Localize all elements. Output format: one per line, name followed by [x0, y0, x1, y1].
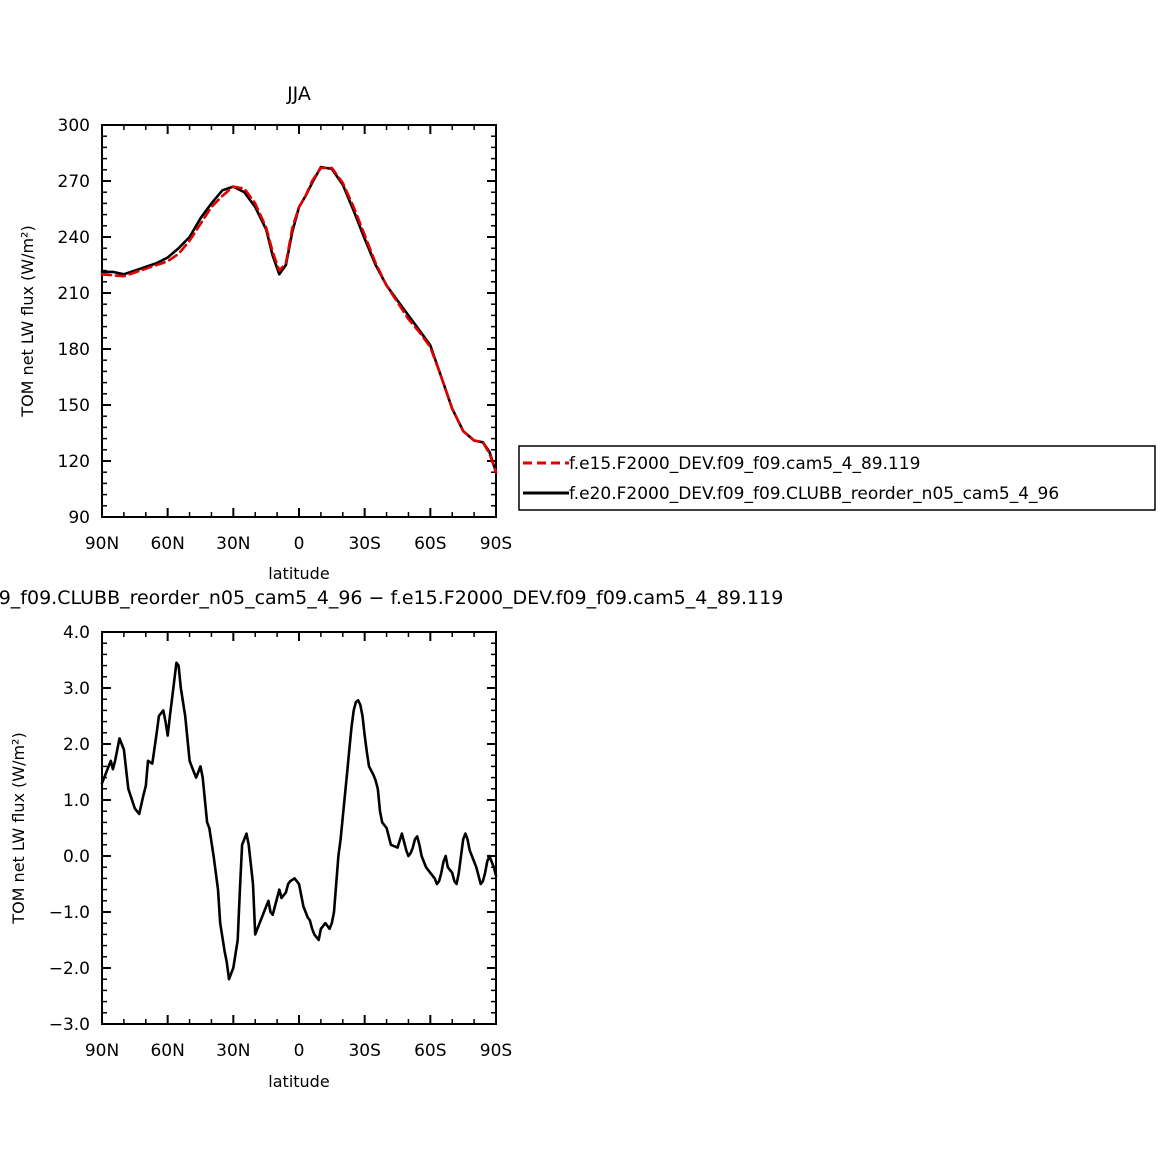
top-chart-ylabel: TOM net LW flux (W/m²): [18, 225, 37, 417]
top-chart-plot-frame: [101, 124, 497, 518]
top-xtick-label: 60S: [414, 534, 446, 554]
bottom-ytick-label: −3.0: [49, 1015, 90, 1035]
legend-label-series-1: f.e15.F2000_DEV.f09_f09.cam5_4_89.119: [569, 454, 920, 474]
chart-legend: f.e15.F2000_DEV.f09_f09.cam5_4_89.119 f.…: [518, 445, 1156, 511]
bottom-chart-ylabel: TOM net LW flux (W/m²): [9, 732, 28, 924]
top-series-line-1: [100, 166, 498, 474]
bottom-chart-title: f.e20.F2000_DEV.f09_f09.CLUBB_reorder_n0…: [0, 587, 783, 609]
bottom-ytick-label: 2.0: [63, 735, 90, 755]
bottom-xtick-label: 30S: [348, 1041, 380, 1061]
top-xtick-label: 60N: [150, 534, 184, 554]
bottom-chart-xlabel: latitude: [268, 1072, 329, 1091]
bottom-series-line-1: [100, 661, 498, 981]
legend-frame: [518, 445, 1156, 511]
bottom-xtick-label: 0: [294, 1041, 305, 1061]
top-ytick-label: 180: [58, 340, 90, 360]
top-ytick-label: 150: [58, 396, 90, 416]
top-ytick-label: 210: [58, 284, 90, 304]
bottom-xtick-label: 60S: [414, 1041, 446, 1061]
top-chart-xlabel: latitude: [268, 564, 329, 583]
top-ytick-label: 90: [68, 508, 90, 528]
bottom-ytick-label: 1.0: [63, 791, 90, 811]
bottom-ytick-label: 3.0: [63, 679, 90, 699]
top-xtick-label: 90N: [85, 534, 119, 554]
top-ytick-label: 270: [58, 172, 90, 192]
bottom-chart-plot-frame: [101, 631, 497, 1025]
top-xtick-label: 90S: [480, 534, 512, 554]
top-xtick-label: 0: [294, 534, 305, 554]
bottom-ytick-label: 4.0: [63, 623, 90, 643]
bottom-xtick-label: 90N: [85, 1041, 119, 1061]
top-ytick-label: 300: [58, 116, 90, 136]
bottom-ytick-label: 0.0: [63, 847, 90, 867]
top-chart-panel: JJA 90 120 150 180 210 240 270 300 90N 60N 30N 0 30…: [18, 83, 512, 583]
top-xtick-label: 30N: [216, 534, 250, 554]
bottom-xtick-label: 30N: [216, 1041, 250, 1061]
bottom-xtick-label: 60N: [150, 1041, 184, 1061]
bottom-chart-panel: f.e20.F2000_DEV.f09_f09.CLUBB_reorder_n0…: [0, 587, 783, 1091]
top-chart-title: JJA: [286, 83, 311, 105]
bottom-ytick-label: −1.0: [49, 903, 90, 923]
top-xtick-label: 30S: [348, 534, 380, 554]
top-ytick-label: 120: [58, 452, 90, 472]
top-series-line-2: [100, 165, 498, 474]
bottom-ytick-label: −2.0: [49, 959, 90, 979]
bottom-xtick-label: 90S: [480, 1041, 512, 1061]
legend-label-series-2: f.e20.F2000_DEV.f09_f09.CLUBB_reorder_n0…: [569, 484, 1059, 504]
top-ytick-label: 240: [58, 228, 90, 248]
